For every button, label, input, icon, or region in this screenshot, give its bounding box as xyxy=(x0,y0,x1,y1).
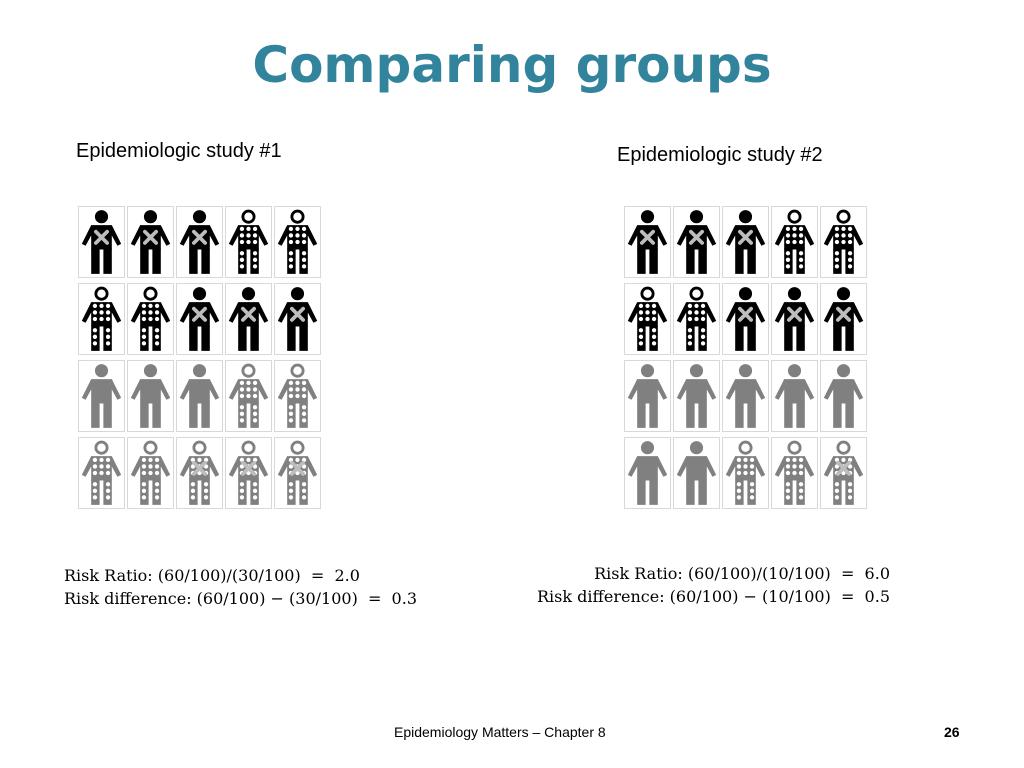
study-2-exposed-noncase-figure-icon xyxy=(673,283,720,355)
study-2-unexposed-case-figure-icon xyxy=(673,437,720,509)
study-2-exposed-case-figure-icon xyxy=(722,283,769,355)
study-2-risk-difference: Risk difference: (60/100) − (10/100) = 0… xyxy=(537,587,890,606)
study-1-exposed-case-figure-icon xyxy=(274,283,321,355)
study-2-exposed-case-figure-icon xyxy=(722,206,769,278)
study-1-unexposed-case-figure-icon xyxy=(176,360,223,432)
study-1-formulas: Risk Ratio: (60/100)/(30/100) = 2.0 Risk … xyxy=(64,564,417,610)
study-1-unexposed-noncase-figure-icon xyxy=(127,437,174,509)
study-2-unexposed-crossed-figure-icon xyxy=(820,437,867,509)
study-1-figure-grid xyxy=(78,206,328,516)
study-2-exposed-case-figure-icon xyxy=(771,283,818,355)
study-1-unexposed-crossed-figure-icon xyxy=(274,437,321,509)
page-number: 26 xyxy=(944,724,960,740)
slide-title: Comparing groups xyxy=(252,36,772,94)
study-1-unexposed-noncase-figure-icon xyxy=(274,360,321,432)
study-2-label: Epidemiologic study #2 xyxy=(617,144,823,166)
study-1-unexposed-case-figure-icon xyxy=(78,360,125,432)
study-2-exposed-noncase-figure-icon xyxy=(820,206,867,278)
study-2-figure-grid xyxy=(624,206,874,516)
study-1-label: Epidemiologic study #1 xyxy=(76,140,282,162)
study-2-exposed-case-figure-icon xyxy=(673,206,720,278)
study-2-unexposed-noncase-figure-icon xyxy=(771,437,818,509)
study-1-exposed-case-figure-icon xyxy=(225,283,272,355)
study-1-unexposed-crossed-figure-icon xyxy=(225,437,272,509)
study-1-unexposed-case-figure-icon xyxy=(127,360,174,432)
study-1-exposed-noncase-figure-icon xyxy=(127,283,174,355)
study-1-exposed-noncase-figure-icon xyxy=(274,206,321,278)
study-1-exposed-case-figure-icon xyxy=(78,206,125,278)
study-2-risk-ratio: Risk Ratio: (60/100)/(10/100) = 6.0 xyxy=(594,564,890,583)
study-1-exposed-case-figure-icon xyxy=(127,206,174,278)
study-1-unexposed-crossed-figure-icon xyxy=(176,437,223,509)
study-2-unexposed-case-figure-icon xyxy=(771,360,818,432)
study-2-exposed-case-figure-icon xyxy=(820,283,867,355)
study-1-exposed-case-figure-icon xyxy=(176,283,223,355)
study-1-risk-difference: Risk difference: (60/100) − (30/100) = 0… xyxy=(64,589,417,608)
study-2-formulas: Risk Ratio: (60/100)/(10/100) = 6.0 Risk … xyxy=(537,562,890,608)
study-1-exposed-case-figure-icon xyxy=(176,206,223,278)
study-1-exposed-noncase-figure-icon xyxy=(78,283,125,355)
study-2-unexposed-case-figure-icon xyxy=(722,360,769,432)
study-2-exposed-noncase-figure-icon xyxy=(624,283,671,355)
study-2-exposed-noncase-figure-icon xyxy=(771,206,818,278)
study-1-unexposed-noncase-figure-icon xyxy=(78,437,125,509)
study-2-unexposed-noncase-figure-icon xyxy=(722,437,769,509)
study-2-unexposed-case-figure-icon xyxy=(624,360,671,432)
study-1-risk-ratio: Risk Ratio: (60/100)/(30/100) = 2.0 xyxy=(64,566,360,585)
footer-text: Epidemiology Matters – Chapter 8 xyxy=(394,724,606,740)
study-2-exposed-case-figure-icon xyxy=(624,206,671,278)
study-2-unexposed-case-figure-icon xyxy=(820,360,867,432)
study-2-unexposed-case-figure-icon xyxy=(673,360,720,432)
study-1-exposed-noncase-figure-icon xyxy=(225,206,272,278)
study-1-unexposed-noncase-figure-icon xyxy=(225,360,272,432)
study-2-unexposed-case-figure-icon xyxy=(624,437,671,509)
